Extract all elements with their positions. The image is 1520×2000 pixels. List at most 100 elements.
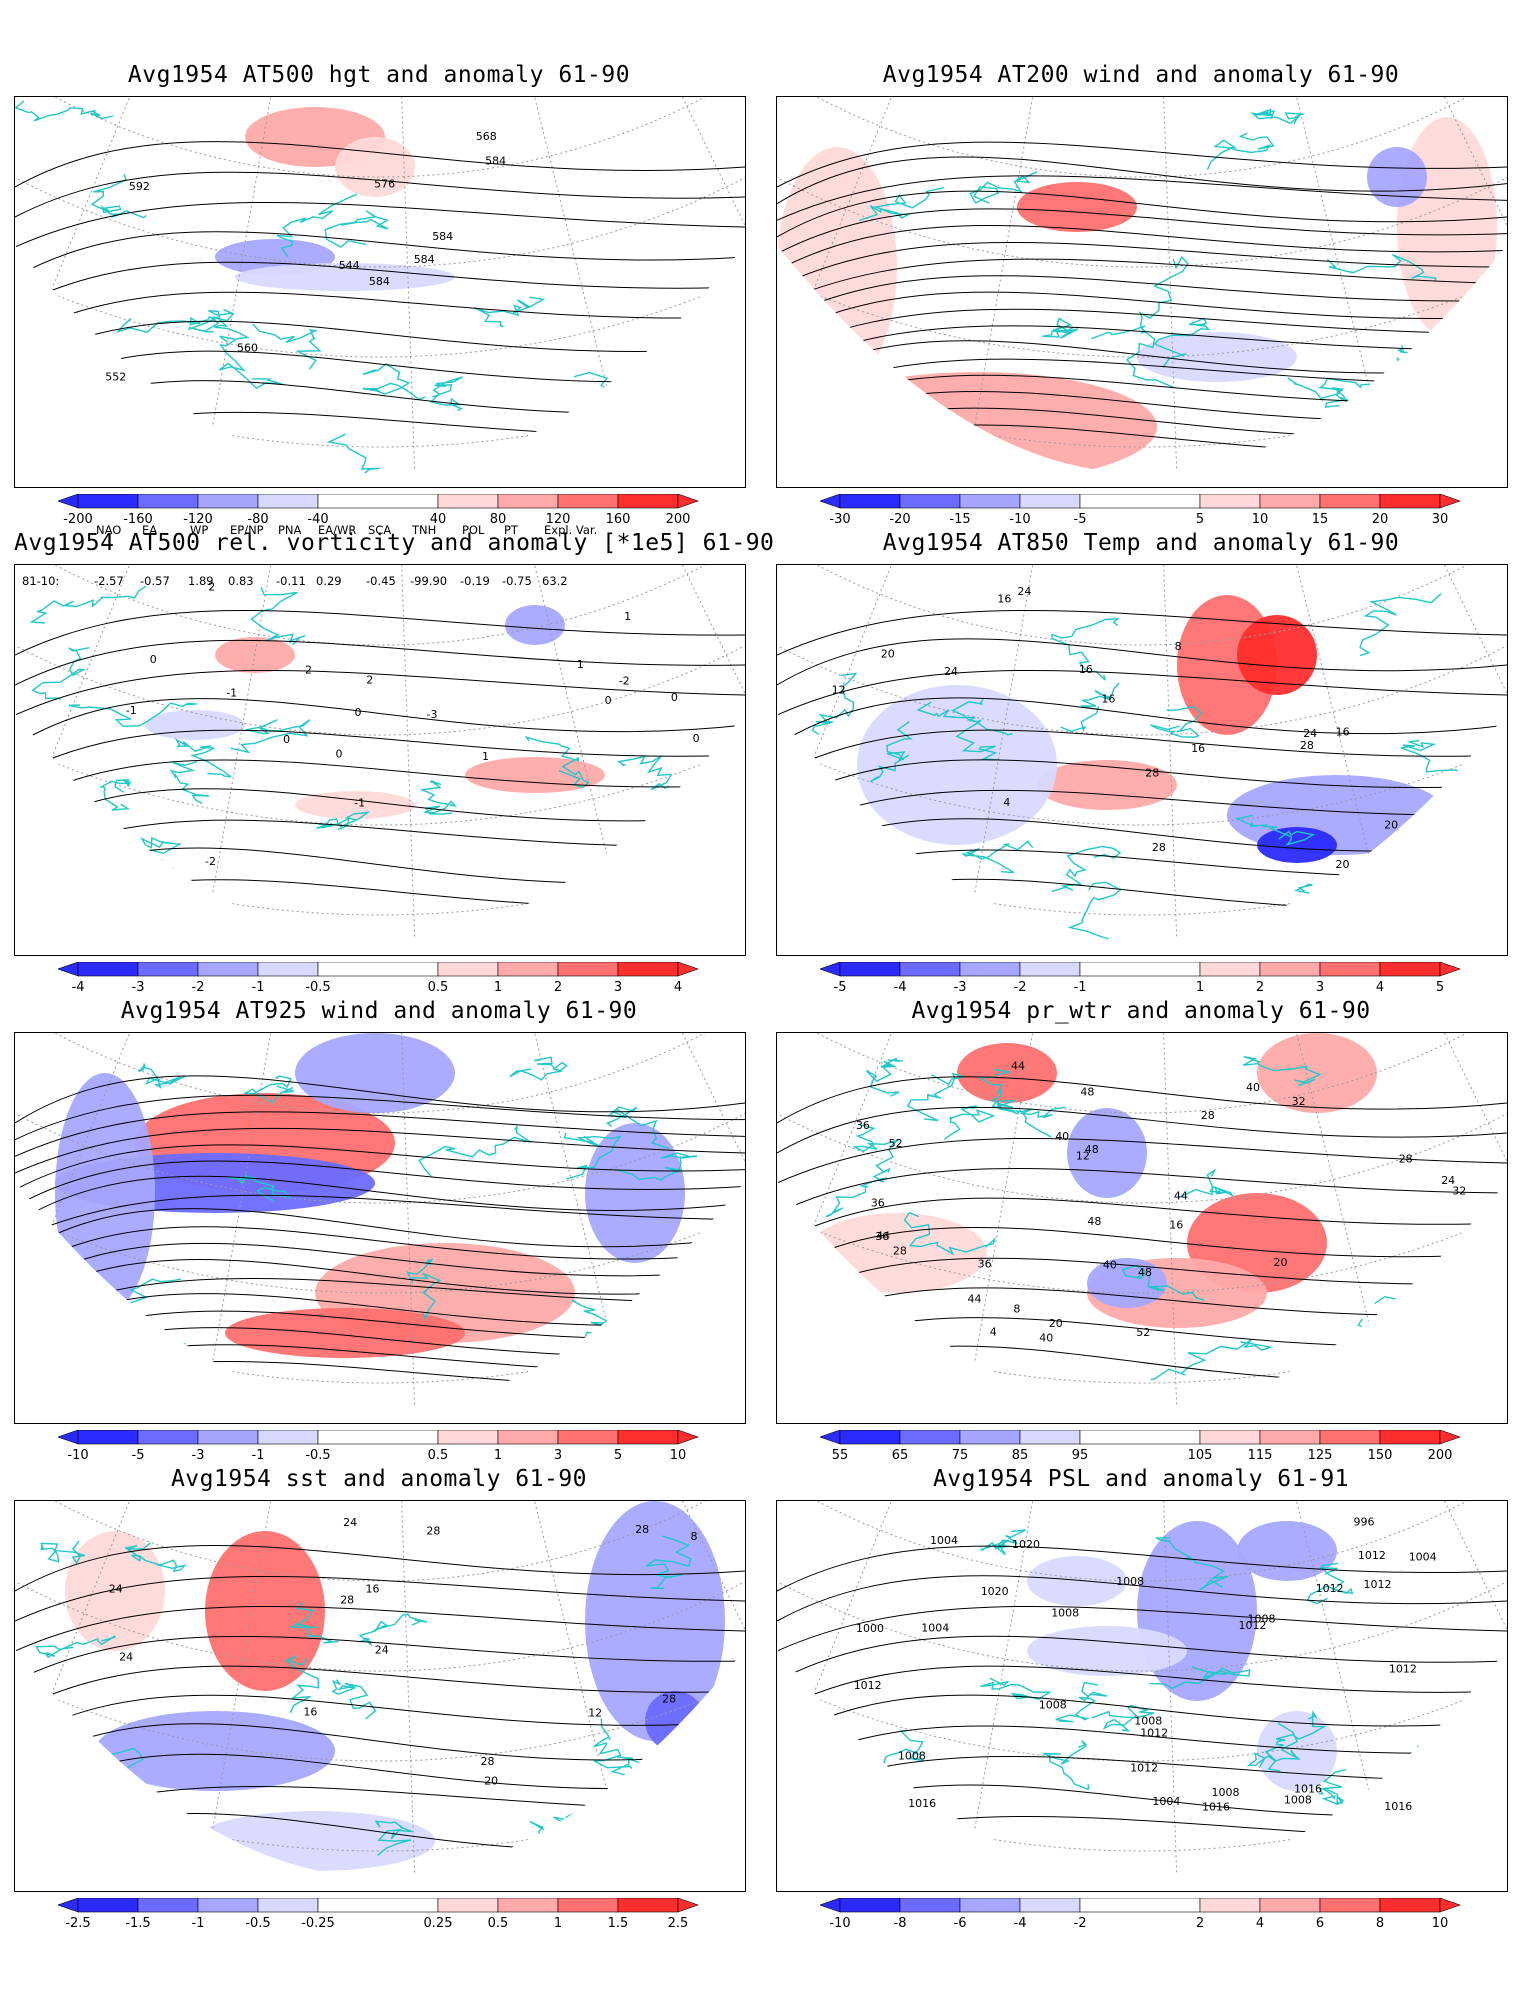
colorbar-bin	[437, 1898, 499, 1913]
contour-label: -2	[619, 675, 630, 688]
contour-label: 2	[366, 674, 373, 687]
contour-label: 568	[476, 130, 497, 143]
anomaly-shading	[807, 1033, 1377, 1328]
contour-label: 16	[303, 1706, 317, 1719]
teleconnection-header: Expl. Var.	[544, 523, 598, 537]
contour-label: -1	[126, 704, 137, 717]
colorbar-swatches	[58, 494, 699, 509]
map-panel: Avg1954 AT850 Temp and anomaly 61-90 24 20…	[776, 528, 1508, 995]
map-canvas	[15, 1033, 745, 1423]
map-panel: Avg1954 AT200 wind and anomaly 61-90 -30-…	[776, 60, 1508, 527]
colorbar-bin	[197, 1430, 259, 1445]
map-panel: Avg1954 AT500 hgt and anomaly 61-90 584 59…	[14, 60, 746, 527]
colorbar-bin	[197, 1898, 259, 1913]
teleconnection-period-label: 81-10:	[22, 574, 60, 588]
map-panel: Avg1954 AT500 rel. vorticity and anomaly…	[14, 528, 774, 995]
colorbar-swatches	[820, 1898, 1461, 1913]
colorbar-bin	[959, 1898, 1021, 1913]
colorbar-swatches	[58, 1898, 699, 1913]
colorbar-tick-label: -0.5	[305, 1448, 331, 1463]
contour-labels: 584 592 544 552 584 560 568 576 584 584	[105, 130, 506, 384]
domain-mask	[777, 713, 1507, 955]
colorbar-bin	[1319, 1898, 1381, 1913]
contour-label: 584	[485, 154, 506, 167]
contour-label: 24	[109, 1583, 123, 1596]
contour-label: 28	[1201, 1109, 1215, 1122]
teleconnection-header-row: NAO EA WP EP/NP PNA EA/WR SCA TNH POL PT Expl. Var…	[22, 522, 597, 539]
colorbar-tick-label: -1	[1073, 980, 1087, 995]
contour-label: 52	[1136, 1326, 1150, 1339]
contour-label: 1008	[1248, 1612, 1276, 1625]
colorbar-tick-label: -10	[829, 1916, 851, 1931]
contour-label: 28	[1300, 739, 1314, 752]
teleconnection-header: PT	[504, 523, 518, 537]
contour-label: -2	[205, 855, 216, 868]
colorbar-bin	[317, 1898, 439, 1913]
panel-title: Avg1954 AT850 Temp and anomaly 61-90	[882, 530, 1400, 556]
contour-label: 996	[1354, 1516, 1375, 1529]
contour-label: 1012	[1364, 1578, 1392, 1591]
contour-label: 52	[889, 1137, 903, 1150]
colorbar-tick-label: 8	[1375, 1916, 1385, 1931]
anomaly-shading	[215, 107, 455, 291]
colorbar-tick-label: -15	[949, 512, 971, 527]
contour-label: 1012	[1140, 1727, 1168, 1740]
map-canvas	[777, 97, 1507, 487]
colorbar-bin	[839, 494, 901, 509]
anomaly-shading	[1027, 1521, 1337, 1791]
colorbar-tick-label: 3	[553, 1448, 563, 1463]
contour-label: 560	[237, 341, 258, 354]
colorbar-tick-label: 1	[1195, 980, 1205, 995]
colorbar-tick-label: 2	[1255, 980, 1265, 995]
colorbar-tick-label: 2	[1195, 1916, 1205, 1931]
colorbar-max-arrow	[677, 1898, 699, 1913]
colorbar-bin	[1379, 494, 1441, 509]
colorbar-tick-label: -120	[183, 512, 213, 527]
map-panel: Avg1954 PSL and anomaly 61-91 1016 1016 101…	[776, 1464, 1508, 1931]
contour-label: 1012	[1130, 1762, 1158, 1775]
contour-label: 16	[1336, 725, 1350, 738]
colorbar-bin	[257, 1430, 319, 1445]
colorbar-bin	[1379, 1898, 1441, 1913]
colorbar-tick-label: 6	[1315, 1916, 1325, 1931]
contour-label: 1	[577, 658, 584, 671]
colorbar-bin	[317, 494, 439, 509]
teleconnection-value: -0.57	[140, 574, 170, 588]
contour-label: 0	[605, 694, 612, 707]
panel-title: Avg1954 AT925 wind and anomaly 61-90	[120, 998, 638, 1024]
colorbar-tick-label: 30	[1431, 512, 1449, 527]
colorbar-tick-label: 125	[1307, 1448, 1333, 1463]
contour-label: 24	[1303, 727, 1317, 740]
map-frame: 1016 1016 1012 1016 1012 1004 1004 1008 996 1008 1…	[776, 1500, 1508, 1892]
contour-label: 16	[366, 1582, 380, 1595]
coastlines	[811, 593, 1475, 950]
teleconnection-value: -2.57	[94, 574, 124, 588]
colorbar: 55 65 75 85 95 105 115 125 150 200	[820, 1430, 1480, 1470]
teleconnection-header: EP/NP	[230, 523, 264, 537]
colorbar-swatches	[820, 1430, 1461, 1445]
colorbar-tick-label: 15	[1311, 512, 1329, 527]
contour-label: 16	[1079, 663, 1093, 676]
colorbar-tick-label: 0.25	[423, 1916, 453, 1931]
contour-label: 1008	[1116, 1575, 1144, 1588]
colorbar-bin	[77, 494, 139, 509]
anomaly-shading	[857, 595, 1447, 863]
colorbar-bin	[437, 1430, 499, 1445]
contour-label: 28	[1152, 841, 1166, 854]
colorbar-tick-label: -2.5	[65, 1916, 91, 1931]
map-canvas: 1016101610121016101210041004100899610081…	[777, 1501, 1507, 1891]
contour-label: 1008	[1039, 1699, 1067, 1712]
colorbar-bin	[1199, 962, 1261, 977]
colorbar-tick-label: -3	[191, 1448, 205, 1463]
teleconnection-header: NAO	[96, 523, 122, 537]
teleconnection-table: NAO EA WP EP/NP PNA EA/WR SCA TNH POL PT Expl. Var…	[22, 488, 597, 607]
colorbar-bin	[497, 1898, 559, 1913]
contour-label: 28	[662, 1693, 676, 1706]
contour-label: 36	[856, 1119, 870, 1132]
colorbar-bin	[899, 962, 961, 977]
colorbar-tick-labels: -10 -8 -6 -4 -2 2 4 6 8 10	[820, 1916, 1480, 1932]
colorbar-tick-label: -4	[71, 980, 85, 995]
colorbar-tick-label: -3	[953, 980, 967, 995]
colorbar-bin	[1019, 494, 1081, 509]
map-panel: Avg1954 AT925 wind and anomaly 61-90 -10-…	[14, 996, 746, 1463]
